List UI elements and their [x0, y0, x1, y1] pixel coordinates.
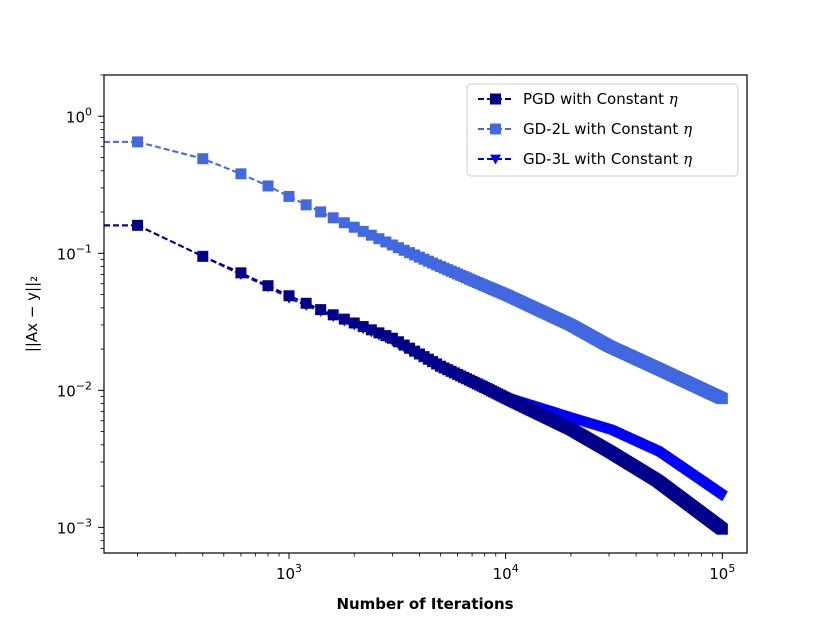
legend-label: GD-3L with Constant η	[523, 150, 692, 168]
data-point	[283, 190, 295, 202]
data-point	[716, 491, 728, 502]
data-point	[197, 250, 209, 262]
legend-label: PGD with Constant η	[523, 90, 678, 108]
data-point	[716, 523, 728, 535]
series-layer	[104, 136, 728, 535]
legend: PGD with Constant η GD-2L with Constant η…	[466, 83, 739, 177]
legend-entry-2: GD-3L with Constant η	[478, 150, 692, 168]
data-point	[262, 180, 274, 192]
y-tick-label: 10−1	[57, 242, 92, 263]
data-point	[380, 330, 392, 342]
data-point	[386, 239, 398, 251]
data-point	[348, 221, 360, 233]
legend-marker	[490, 154, 501, 165]
x-tick-label: 104	[493, 562, 519, 583]
data-point	[300, 199, 312, 211]
series-line	[137, 224, 723, 530]
legend-items: PGD with Constant η GD-2L with Constant η…	[478, 90, 692, 168]
data-point	[315, 304, 327, 316]
series-0	[104, 219, 728, 535]
data-point	[283, 290, 295, 302]
data-point	[365, 229, 377, 241]
data-point	[132, 136, 144, 148]
data-point	[327, 309, 339, 321]
data-point	[338, 313, 350, 325]
data-point	[386, 332, 398, 344]
data-point	[365, 324, 377, 336]
legend-marker	[490, 93, 501, 105]
legend-label: GD-2L with Constant η	[523, 120, 692, 138]
y-tick-label: 100	[66, 105, 92, 126]
data-point	[338, 217, 350, 229]
data-point	[348, 317, 360, 329]
data-point	[315, 206, 327, 218]
data-point	[357, 225, 369, 237]
legend-marker	[490, 123, 501, 135]
data-point	[327, 212, 339, 224]
data-point	[235, 267, 247, 279]
data-point	[300, 297, 312, 309]
y-axis-label: ||Ax − y||₂	[23, 276, 41, 352]
x-tick-label: 105	[709, 562, 735, 583]
data-point	[380, 236, 392, 248]
data-point	[357, 321, 369, 333]
legend-box	[466, 83, 739, 177]
x-axis-label: Number of Iterations	[336, 595, 513, 613]
data-point	[132, 219, 144, 231]
legend-entry-0: PGD with Constant η	[478, 90, 678, 108]
x-tick-label: 103	[276, 562, 302, 583]
axis-ticks: 103 104 105 100 10−1 10−2 10−3	[57, 105, 736, 583]
data-point	[392, 242, 404, 254]
series-1	[104, 136, 728, 405]
data-point	[197, 153, 209, 165]
plot-frame	[103, 74, 748, 554]
y-tick-label: 10−2	[57, 379, 92, 400]
data-point	[392, 336, 404, 348]
data-point	[262, 280, 274, 292]
data-point	[235, 168, 247, 180]
data-point	[373, 233, 385, 245]
data-point	[716, 393, 728, 405]
legend-entry-1: GD-2L with Constant η	[478, 120, 692, 138]
y-tick-label: 10−3	[57, 516, 92, 537]
data-point	[373, 327, 385, 339]
